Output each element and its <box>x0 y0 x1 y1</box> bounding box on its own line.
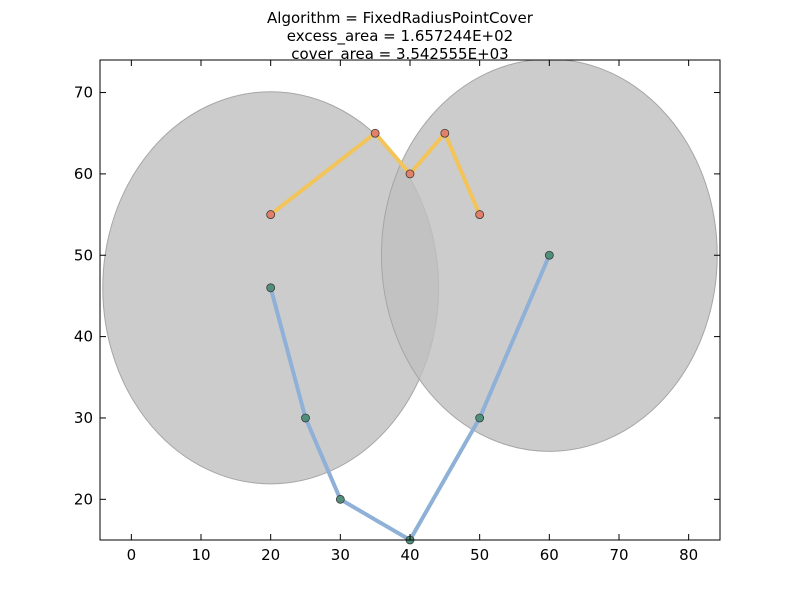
y-tick-label: 60 <box>74 165 93 183</box>
series-1-point-4 <box>440 128 450 138</box>
y-tick-label: 50 <box>74 246 93 264</box>
chart-title-line-1: Algorithm = FixedRadiusPointCover <box>267 9 533 27</box>
series-2-line <box>268 253 552 540</box>
x-tick-label: 0 <box>127 546 137 564</box>
y-tick-label: 30 <box>74 409 93 427</box>
y-tick-label: 20 <box>74 490 93 508</box>
series-2-point-6 <box>544 250 554 260</box>
series-2-point-2 <box>301 413 310 423</box>
axis-ticks: 0 10 20 30 40 50 60 70 80 20 30 40 50 60 70 <box>74 60 720 564</box>
x-tick-label: 40 <box>400 546 419 564</box>
series-2-point-1 <box>266 283 276 293</box>
series-1-point-1 <box>266 210 276 219</box>
x-tick-label: 30 <box>331 546 350 564</box>
series-points <box>266 128 554 545</box>
series-2-point-3 <box>335 494 345 504</box>
chart-title-line-3: cover_area = 3.542555E+03 <box>291 45 509 63</box>
series-1-point-2 <box>370 128 380 138</box>
x-tick-label: 70 <box>609 546 628 564</box>
chart-title-line-2: excess_area = 1.657244E+02 <box>286 27 514 45</box>
y-tick-label: 70 <box>74 84 93 102</box>
x-tick-label: 60 <box>540 546 559 564</box>
x-tick-label: 50 <box>470 546 489 564</box>
y-tick-label: 40 <box>74 328 93 346</box>
series-2-point-5 <box>475 413 485 423</box>
series-1-point-5 <box>475 210 485 219</box>
series-1-point-3 <box>405 169 415 179</box>
x-tick-label: 20 <box>261 546 280 564</box>
x-tick-label: 10 <box>191 546 210 564</box>
x-tick-label: 80 <box>679 546 698 564</box>
